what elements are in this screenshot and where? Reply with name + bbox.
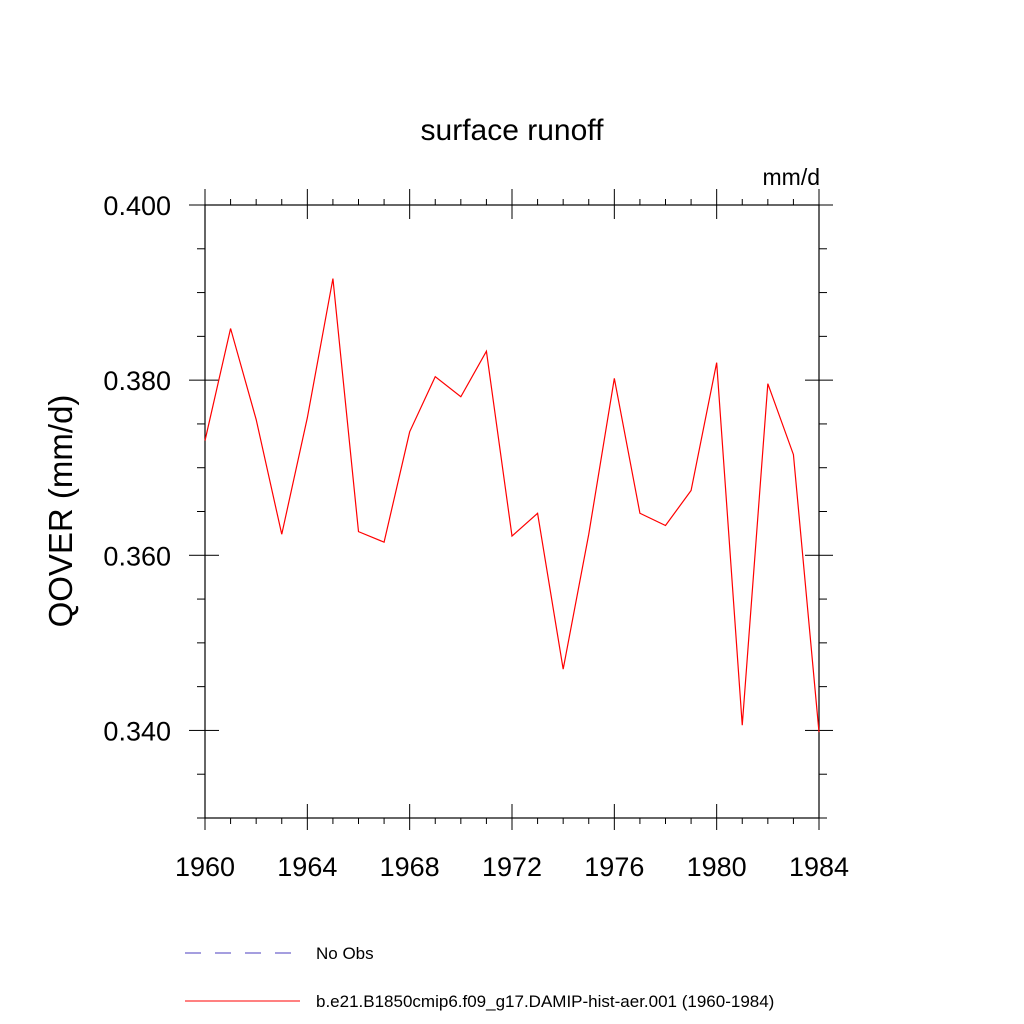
legend-label-model: b.e21.B1850cmip6.f09_g17.DAMIP-hist-aer.… <box>316 992 774 1011</box>
units-label: mm/d <box>763 164 821 190</box>
y-tick-label: 0.400 <box>103 191 171 221</box>
y-axis-label: QOVER (mm/d) <box>42 395 79 628</box>
x-tick-label: 1972 <box>482 852 542 882</box>
x-tick-label: 1968 <box>380 852 440 882</box>
y-tick-label: 0.360 <box>103 541 171 571</box>
x-tick-label: 1980 <box>687 852 747 882</box>
series-layer <box>204 278 820 733</box>
chart-title: surface runoff <box>421 114 605 147</box>
x-tick-label: 1964 <box>277 852 337 882</box>
x-tick-label: 1960 <box>175 852 235 882</box>
x-tick-label: 1976 <box>584 852 644 882</box>
series-line <box>204 278 820 733</box>
x-tick-label: 1984 <box>789 852 849 882</box>
legend-label-no-obs: No Obs <box>316 944 374 963</box>
legend: No Obs b.e21.B1850cmip6.f09_g17.DAMIP-hi… <box>185 944 774 1011</box>
tick-labels: 1960 1964 1968 1972 1976 1980 1984 0.340 0.360 0.… <box>103 191 849 882</box>
axis-ticks <box>189 189 833 830</box>
y-tick-label: 0.340 <box>103 716 171 746</box>
y-tick-label: 0.380 <box>103 366 171 396</box>
